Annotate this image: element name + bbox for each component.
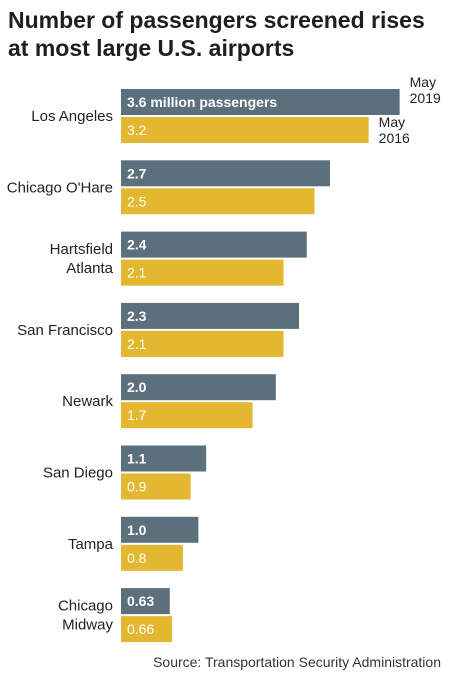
bar-2016 (121, 330, 284, 357)
chart-title-line-1: Number of passengers screened rises (8, 7, 425, 33)
bar-2016 (121, 188, 315, 215)
bar-label-2016: 2.1 (127, 265, 147, 281)
chart-title-line-2: at most large U.S. airports (8, 35, 295, 61)
bar-2019 (121, 231, 307, 258)
bar-2016 (121, 544, 183, 571)
bar-label-2016: 0.66 (127, 621, 154, 637)
category-label: San Diego (43, 465, 113, 482)
bar-2016 (121, 473, 191, 500)
category-label: Tampa (68, 536, 114, 553)
source-note: Source: Transportation Security Administ… (153, 654, 441, 670)
bar-label-2019: 2.0 (127, 379, 147, 395)
category-label: Chicago O'Hare (7, 179, 113, 196)
series-annotation-2019: May 2019 (410, 74, 441, 106)
bar-label-2016: 2.5 (127, 193, 147, 209)
bar-label-2016: 3.2 (127, 122, 147, 138)
bar-2019 (121, 160, 330, 187)
bar-label-2019: 3.6 million passengers (127, 94, 277, 110)
bar-2019 (121, 516, 199, 543)
bar-label-2019: 2.4 (127, 237, 147, 253)
bar-2016 (121, 402, 253, 429)
bar-label-2019: 1.1 (127, 451, 147, 467)
bar-2019 (121, 89, 400, 115)
bar-2016 (121, 616, 173, 643)
category-label: Chicago Midway (58, 598, 114, 634)
bar-2019 (121, 374, 276, 401)
bar-label-2016: 0.8 (127, 550, 147, 566)
bar-2016 (121, 117, 369, 143)
bar-2019 (121, 302, 300, 329)
bar-2016 (121, 259, 284, 286)
bar-label-2019: 1.0 (127, 522, 147, 538)
bar-label-2016: 2.1 (127, 336, 147, 352)
series-annotation-2016: May 2016 (379, 114, 410, 146)
bar-label-2016: 0.9 (127, 479, 147, 495)
bar-label-2019: 2.3 (127, 308, 147, 324)
bar-label-2016: 1.7 (127, 407, 147, 423)
chart-title: Number of passengers screened rises at m… (8, 6, 444, 62)
category-label: Newark (62, 393, 113, 410)
category-label: Los Angeles (31, 108, 113, 125)
bar-label-2019: 0.63 (127, 593, 154, 609)
bar-label-2019: 2.7 (127, 165, 147, 181)
bar-2019 (121, 588, 170, 615)
category-label: San Francisco (17, 322, 113, 339)
bar-2019 (121, 445, 207, 472)
category-label: Hartsfield Atlanta (50, 241, 114, 277)
